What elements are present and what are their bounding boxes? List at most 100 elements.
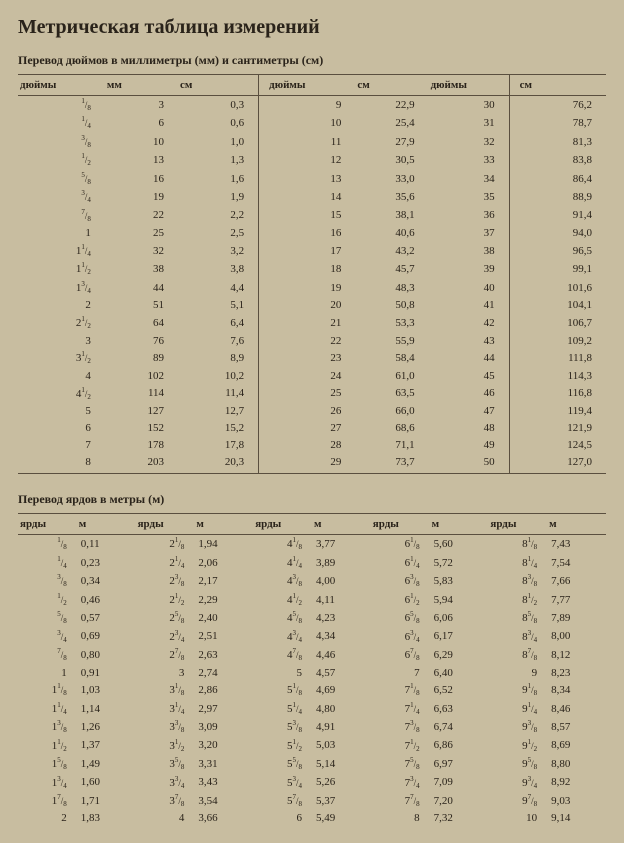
- col-header: ярды: [371, 514, 430, 535]
- cell: 3,31: [194, 755, 253, 773]
- cell: 91/8: [488, 681, 547, 699]
- cell: 20,3: [178, 454, 259, 474]
- cell: 13/4: [18, 774, 77, 792]
- cell: 18: [259, 260, 356, 278]
- col-header: дюймы: [18, 75, 105, 96]
- cell: 106,7: [509, 314, 606, 332]
- cell: 5: [253, 665, 312, 682]
- cell: 12,7: [178, 403, 259, 420]
- cell: 0,57: [77, 609, 136, 627]
- cell: 3/8: [18, 133, 105, 151]
- cell: 51/4: [253, 700, 312, 718]
- cell: 61/4: [371, 554, 430, 572]
- cell: 31/2: [18, 349, 105, 367]
- cell: 77/8: [371, 792, 430, 810]
- cell: 6,86: [430, 737, 489, 755]
- cell: 10,2: [178, 368, 259, 385]
- cell: 2,5: [178, 225, 259, 242]
- cell: 8,80: [547, 755, 606, 773]
- cell: 3/4: [18, 628, 77, 646]
- cell: 16: [105, 170, 178, 188]
- yards-table: ярдымярдымярдымярдымярдым 1/80,1121/81,9…: [18, 513, 606, 827]
- cell: 38: [429, 242, 510, 260]
- cell: 5,03: [312, 737, 371, 755]
- cell: 64: [105, 314, 178, 332]
- table-row: 5/8161,61333,03486,4: [18, 170, 606, 188]
- col-header: м: [194, 514, 253, 535]
- cell: 7/8: [18, 646, 77, 664]
- cell: 27,9: [355, 133, 428, 151]
- cell: 7,6: [178, 333, 259, 350]
- cell: 19: [259, 279, 356, 297]
- cell: 35/8: [136, 755, 195, 773]
- cell: 4,34: [312, 628, 371, 646]
- cell: 5/8: [18, 609, 77, 627]
- cell: 63/8: [371, 572, 430, 590]
- cell: 8: [371, 810, 430, 827]
- cell: 71/2: [371, 737, 430, 755]
- cell: 31/8: [136, 681, 195, 699]
- cell: 89: [105, 349, 178, 367]
- cell: 61/2: [371, 591, 430, 609]
- col-header: м: [430, 514, 489, 535]
- cell: 83/8: [488, 572, 547, 590]
- cell: 31: [429, 114, 510, 132]
- cell: 102: [105, 368, 178, 385]
- cell: 1,71: [77, 792, 136, 810]
- cell: 11/2: [18, 737, 77, 755]
- cell: 3,8: [178, 260, 259, 278]
- cell: 0,34: [77, 572, 136, 590]
- cell: 42: [429, 314, 510, 332]
- table-row: 2515,12050,841104,1: [18, 297, 606, 314]
- cell: 44: [429, 349, 510, 367]
- cell: 67/8: [371, 646, 430, 664]
- cell: 31/2: [136, 737, 195, 755]
- col-header: см: [178, 75, 259, 96]
- cell: 81/4: [488, 554, 547, 572]
- cell: 2: [18, 297, 105, 314]
- cell: 12: [259, 151, 356, 169]
- cell: 2,74: [194, 665, 253, 682]
- cell: 0,3: [178, 96, 259, 115]
- cell: 37: [429, 225, 510, 242]
- cell: 1/8: [18, 535, 77, 554]
- cell: 27: [259, 420, 356, 437]
- cell: 5,26: [312, 774, 371, 792]
- cell: 81/2: [488, 591, 547, 609]
- cell: 1,0: [178, 133, 259, 151]
- cell: 2,2: [178, 207, 259, 225]
- cell: 7/8: [18, 207, 105, 225]
- table-row: 41/211411,42563,546116,8: [18, 385, 606, 403]
- cell: 17,8: [178, 437, 259, 454]
- table-row: 5/80,5725/82,4045/84,2365/86,0685/87,89: [18, 609, 606, 627]
- cell: 27/8: [136, 646, 195, 664]
- cell: 17/8: [18, 792, 77, 810]
- cell: 9: [259, 96, 356, 115]
- cell: 3,54: [194, 792, 253, 810]
- cell: 13/8: [18, 718, 77, 736]
- cell: 0,69: [77, 628, 136, 646]
- cell: 9,03: [547, 792, 606, 810]
- cell: 78,7: [509, 114, 606, 132]
- cell: 3,66: [194, 810, 253, 827]
- cell: 61/8: [371, 535, 430, 554]
- cell: 23/4: [136, 628, 195, 646]
- col-header: дюймы: [429, 75, 510, 96]
- cell: 83/4: [488, 628, 547, 646]
- cell: 124,5: [509, 437, 606, 454]
- cell: 109,2: [509, 333, 606, 350]
- cell: 114: [105, 385, 178, 403]
- col-header: ярды: [253, 514, 312, 535]
- cell: 1,83: [77, 810, 136, 827]
- cell: 5/8: [18, 170, 105, 188]
- cell: 41: [429, 297, 510, 314]
- cell: 22: [105, 207, 178, 225]
- cell: 11/4: [18, 700, 77, 718]
- cell: 36: [429, 207, 510, 225]
- cell: 88,9: [509, 188, 606, 206]
- cell: 3,43: [194, 774, 253, 792]
- cell: 1/2: [18, 591, 77, 609]
- cell: 23: [259, 349, 356, 367]
- cell: 2: [18, 810, 77, 827]
- cell: 35,6: [355, 188, 428, 206]
